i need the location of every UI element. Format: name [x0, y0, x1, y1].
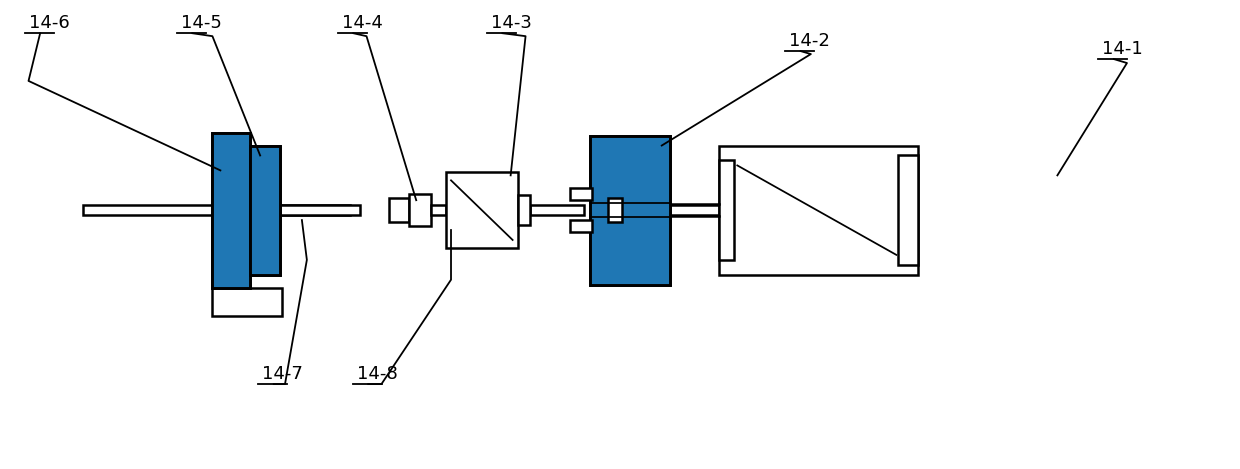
Text: 14-7: 14-7: [262, 365, 303, 383]
Bar: [719, 160, 734, 260]
Bar: [432, 205, 446, 215]
Bar: [280, 205, 360, 215]
Bar: [570, 220, 593, 232]
Bar: [898, 155, 919, 265]
Bar: [570, 188, 593, 200]
Bar: [212, 133, 250, 170]
Bar: [212, 287, 281, 316]
Bar: [670, 205, 789, 215]
Bar: [517, 195, 529, 225]
Text: 14-3: 14-3: [491, 14, 532, 32]
Bar: [389, 198, 409, 222]
Bar: [590, 136, 670, 285]
Bar: [250, 145, 280, 275]
Bar: [250, 145, 280, 174]
Text: 14-6: 14-6: [29, 14, 69, 32]
Text: 14-1: 14-1: [1102, 40, 1143, 58]
Bar: [212, 250, 250, 287]
Text: 14-2: 14-2: [789, 32, 830, 50]
Bar: [83, 205, 227, 215]
Text: 14-4: 14-4: [342, 14, 382, 32]
Bar: [212, 133, 250, 287]
Bar: [719, 145, 919, 275]
Bar: [250, 174, 280, 247]
Bar: [446, 173, 517, 248]
Bar: [250, 205, 350, 215]
Bar: [409, 194, 432, 226]
Bar: [212, 170, 250, 250]
Text: 14-8: 14-8: [357, 365, 397, 383]
Text: 14-5: 14-5: [181, 14, 222, 32]
Bar: [250, 247, 280, 275]
Bar: [590, 136, 670, 285]
Bar: [608, 198, 622, 222]
Bar: [529, 205, 584, 215]
